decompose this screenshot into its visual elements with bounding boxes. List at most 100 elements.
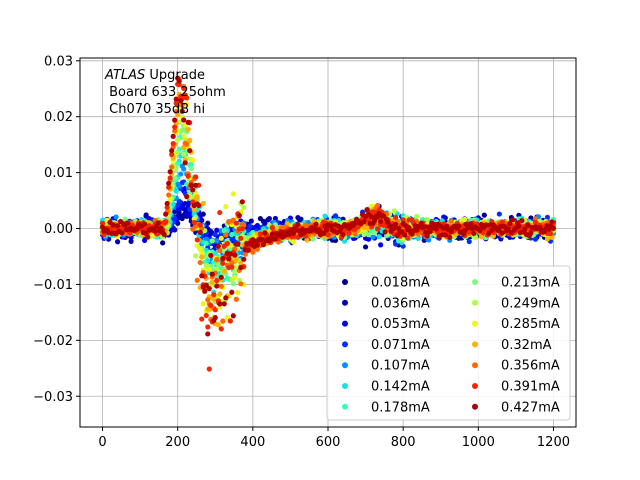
data-point: [239, 199, 245, 205]
data-point: [250, 249, 256, 255]
data-point: [142, 237, 148, 243]
data-point: [170, 133, 176, 139]
data-point: [238, 264, 244, 271]
data-point: [241, 204, 247, 211]
data-point: [269, 231, 275, 237]
data-point: [544, 214, 551, 220]
data-point: [424, 233, 430, 239]
data-point: [166, 180, 172, 186]
data-point: [184, 194, 190, 200]
data-point: [547, 231, 554, 237]
data-point: [176, 78, 182, 84]
data-point: [391, 225, 397, 232]
data-point: [302, 222, 309, 228]
data-point: [238, 235, 244, 241]
series-0.427mA: [99, 75, 557, 337]
data-point: [142, 221, 148, 227]
data-point: [143, 212, 149, 218]
data-point: [375, 226, 381, 232]
data-point: [510, 216, 516, 223]
data-point: [163, 211, 169, 217]
data-point: [187, 137, 193, 143]
data-point: [203, 240, 209, 246]
data-point: [322, 213, 328, 219]
data-point: [468, 221, 474, 227]
data-point: [215, 243, 221, 249]
data-point: [550, 225, 557, 231]
data-point: [352, 231, 358, 237]
data-point: [233, 220, 239, 226]
data-point: [215, 322, 221, 328]
legend-label: 0.036mA: [371, 296, 430, 311]
legend-marker: [472, 383, 478, 389]
data-point: [173, 96, 179, 102]
legend-box: [326, 265, 571, 421]
data-point: [197, 259, 203, 266]
data-point: [172, 117, 178, 123]
data-point: [295, 214, 301, 221]
data-point: [232, 274, 238, 281]
data-point: [200, 200, 206, 207]
data-point: [179, 102, 185, 108]
data-point: [229, 289, 235, 295]
data-point: [167, 169, 173, 175]
y-tick-label: 0.01: [44, 166, 73, 181]
data-point: [266, 216, 272, 222]
data-point: [472, 234, 478, 241]
data-point: [462, 216, 468, 222]
data-point: [212, 232, 218, 238]
data-point: [185, 126, 191, 133]
data-point: [217, 248, 223, 254]
data-point: [158, 225, 164, 231]
data-point: [236, 213, 242, 219]
data-point: [370, 234, 376, 240]
data-point: [172, 209, 178, 215]
data-point: [248, 218, 254, 224]
data-point: [232, 252, 238, 258]
data-point: [232, 269, 238, 275]
data-point: [269, 225, 275, 231]
data-point: [505, 226, 511, 232]
legend-label: 0.053mA: [371, 317, 430, 332]
data-point: [378, 218, 384, 225]
data-point: [238, 281, 244, 287]
data-point: [414, 213, 420, 219]
data-point: [532, 236, 539, 242]
data-point: [328, 223, 334, 229]
data-point: [194, 237, 200, 243]
data-point: [226, 256, 232, 262]
data-point: [166, 192, 172, 198]
data-point: [214, 277, 220, 284]
data-point: [196, 202, 202, 208]
data-point: [203, 263, 209, 269]
data-point: [155, 220, 161, 226]
legend-label: 0.213mA: [501, 276, 560, 291]
data-point: [375, 202, 381, 209]
legend-marker: [472, 341, 478, 348]
annotation: ATLAS Upgrade Board 633 25ohm Ch070 35dB…: [104, 68, 226, 117]
data-point: [176, 215, 182, 221]
legend-label: 0.071mA: [371, 338, 430, 353]
data-point: [361, 231, 367, 237]
data-point: [202, 288, 208, 294]
data-point: [549, 219, 555, 225]
data-point: [161, 231, 167, 237]
data-point: [197, 229, 203, 235]
data-point: [99, 220, 106, 226]
data-point: [184, 211, 190, 218]
data-point: [519, 217, 525, 224]
legend-marker: [342, 320, 348, 327]
x-tick-label: 600: [316, 435, 341, 450]
data-point: [361, 224, 367, 231]
legend-marker: [472, 362, 478, 369]
data-point: [181, 151, 187, 157]
data-point: [235, 241, 241, 247]
legend-label: 0.018mA: [371, 276, 430, 291]
data-point: [191, 207, 197, 213]
data-point: [170, 226, 176, 232]
data-point: [194, 194, 200, 200]
data-point: [442, 232, 448, 238]
data-point: [169, 148, 175, 154]
y-tick-label: −0.01: [33, 278, 73, 293]
data-point: [245, 247, 251, 253]
